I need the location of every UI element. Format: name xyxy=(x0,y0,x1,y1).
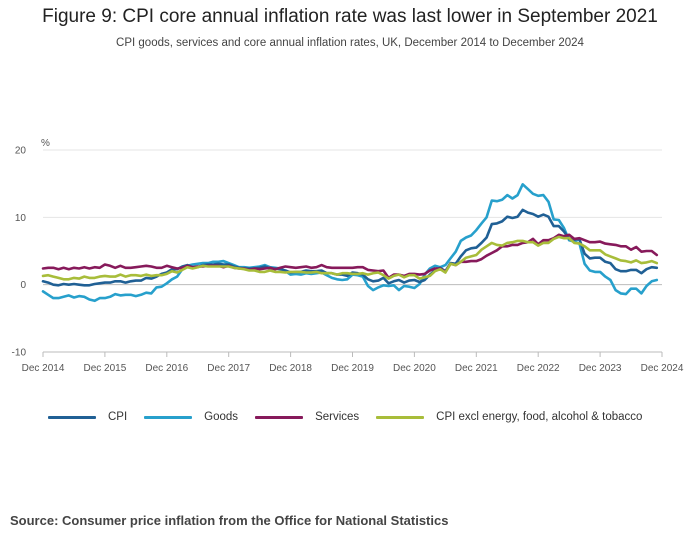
x-tick-label: Dec 2021 xyxy=(455,363,498,374)
legend-swatch xyxy=(48,415,96,419)
legend-label: Services xyxy=(315,411,360,423)
series-line-cpi-excl-energy-food-alcohol-tobacco xyxy=(41,235,659,281)
legend-label: CPI xyxy=(108,411,128,423)
y-tick-label: 20 xyxy=(15,146,27,157)
legend-item: Goods xyxy=(144,411,238,423)
x-tick-label: Dec 2019 xyxy=(331,363,374,374)
y-axis-unit: % xyxy=(41,138,50,149)
source-note: Source: Consumer price inflation from th… xyxy=(10,513,449,528)
x-tick-label: Dec 2023 xyxy=(579,363,622,374)
legend-swatch xyxy=(255,415,304,419)
legend-swatch xyxy=(144,415,193,419)
x-tick-label: Dec 2018 xyxy=(269,363,312,374)
y-tick-label: 10 xyxy=(15,213,27,224)
y-tick-label: 0 xyxy=(20,280,26,291)
legend-item: Services xyxy=(255,411,359,423)
chart-title: Figure 9: CPI core annual inflation rate… xyxy=(42,6,658,27)
x-tick-label: Dec 2014 xyxy=(22,363,65,374)
x-tick-label: Dec 2017 xyxy=(207,363,250,374)
y-tick-label: -10 xyxy=(12,348,27,359)
legend-label: CPI excl energy, food, alcohol & tobacco xyxy=(436,411,643,423)
legend-item: CPI excl energy, food, alcohol & tobacco xyxy=(376,411,642,423)
x-tick-label: Dec 2024 xyxy=(641,363,684,374)
legend-swatch xyxy=(376,415,425,419)
x-tick-label: Dec 2016 xyxy=(145,363,188,374)
series-line-services xyxy=(41,233,659,280)
chart-legend: CPI Goods Services CPI excl energy, food, a… xyxy=(48,409,659,425)
legend-label: Goods xyxy=(204,411,239,423)
x-tick-label: Dec 2015 xyxy=(83,363,126,374)
legend-item: CPI xyxy=(48,411,127,423)
chart-subtitle: CPI goods, services and core annual infl… xyxy=(116,37,584,49)
series-line-goods xyxy=(41,183,659,303)
x-tick-label: Dec 2022 xyxy=(517,363,560,374)
x-tick-label: Dec 2020 xyxy=(393,363,436,374)
